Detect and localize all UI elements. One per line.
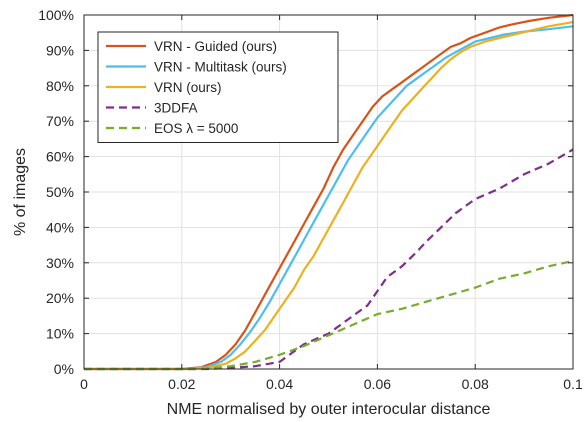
series-line-2 xyxy=(84,25,574,371)
series-line-4 xyxy=(84,148,574,371)
series-line-1 xyxy=(84,13,574,371)
y-tick-label: 30% xyxy=(46,255,74,271)
series-line-5 xyxy=(84,259,574,371)
legend-label-3: VRN (ours) xyxy=(154,80,222,95)
x-tick-label: 0.02 xyxy=(168,376,195,392)
y-tick-label: 100% xyxy=(38,7,74,23)
tick-labels: 0 0.02 0.04 0.06 0.08 0.1 0% 10% 20% 30% 40% 50% 60%… xyxy=(38,7,583,392)
x-tick-label: 0 xyxy=(80,376,88,392)
y-axis-title: % of images xyxy=(12,148,29,236)
x-tick-label: 0.1 xyxy=(563,376,583,392)
y-tick-label: 40% xyxy=(46,219,74,235)
y-tick-label: 50% xyxy=(46,184,74,200)
legend: VRN - Guided (ours) VRN - Multitask (ours… xyxy=(97,31,339,143)
x-axis-title: NME normalised by outer interocular dist… xyxy=(167,401,491,418)
x-tick-label: 0.04 xyxy=(266,376,293,392)
series-line-3 xyxy=(84,21,574,371)
series-layer xyxy=(84,13,574,371)
y-tick-label: 0% xyxy=(54,361,74,377)
legend-label-1: VRN - Guided (ours) xyxy=(154,39,277,54)
y-tick-label: 20% xyxy=(46,290,74,306)
x-tick-label: 0.06 xyxy=(364,376,391,392)
tick-marks xyxy=(83,14,574,370)
y-tick-label: 70% xyxy=(46,113,74,129)
legend-label-2: VRN - Multitask (ours) xyxy=(154,60,287,75)
y-tick-label: 80% xyxy=(46,78,74,94)
legend-label-5: EOS λ = 5000 xyxy=(154,121,238,136)
y-tick-label: 10% xyxy=(46,326,74,342)
y-tick-label: 90% xyxy=(46,42,74,58)
y-tick-label: 60% xyxy=(46,149,74,165)
x-tick-label: 0.08 xyxy=(462,376,489,392)
legend-label-4: 3DDFA xyxy=(154,101,198,116)
